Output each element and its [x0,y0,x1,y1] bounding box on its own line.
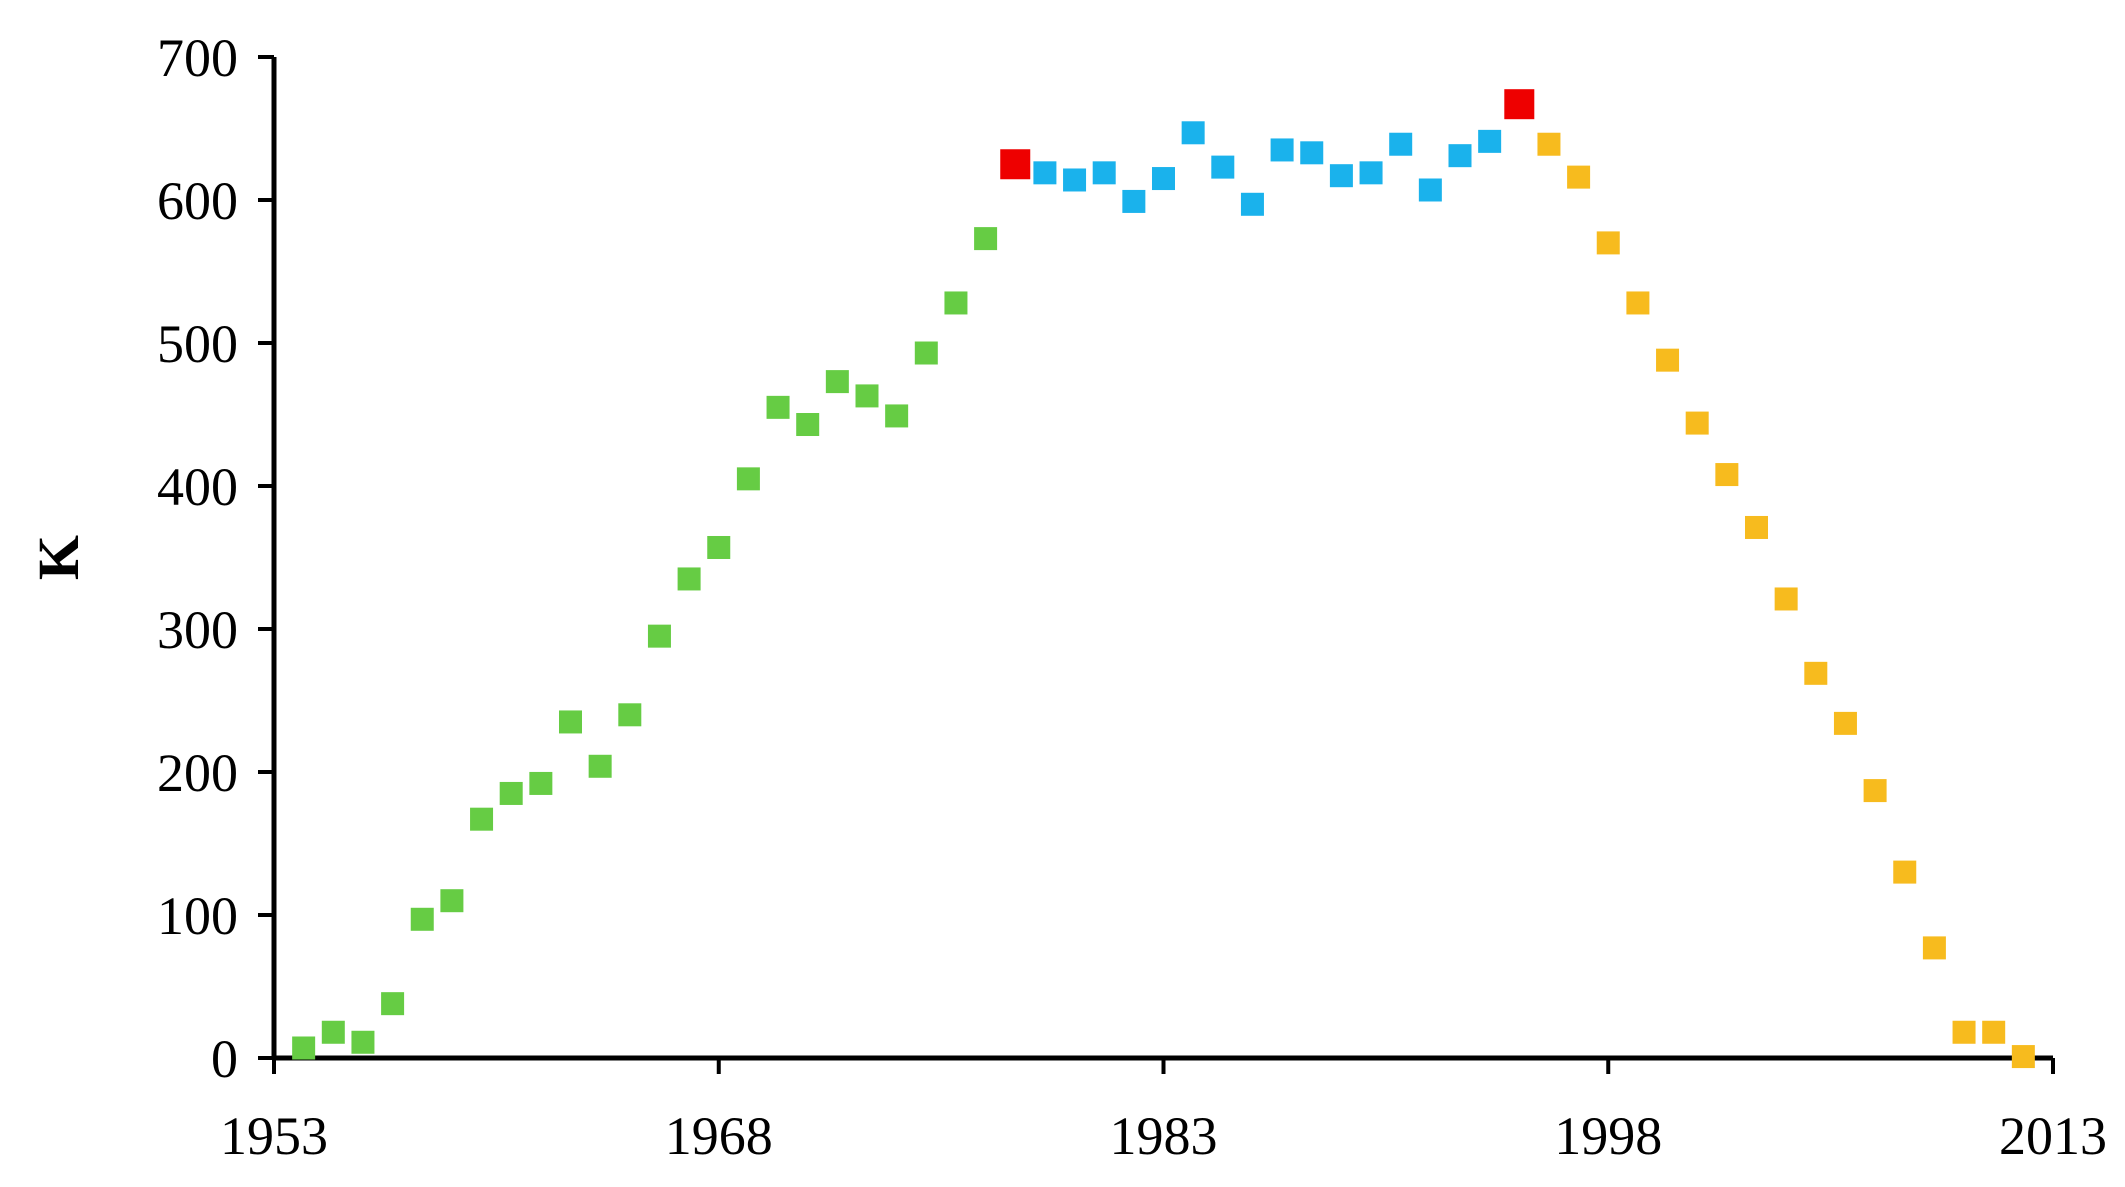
x-tick-label: 2013 [1999,1106,2107,1166]
data-point-series-4 [1804,661,1828,685]
y-tick-label: 100 [157,886,238,946]
data-point-series-1 [766,395,790,419]
y-tick-label: 500 [157,314,238,374]
data-point-series-1 [944,291,968,315]
data-point-series-4 [1537,132,1561,156]
data-point-series-2 [1000,149,1031,180]
data-point-series-3 [1092,161,1116,185]
data-point-series-3 [1270,138,1294,162]
data-point-series-4 [1952,1020,1976,1044]
y-tick-label: 200 [157,743,238,803]
data-point-series-1 [855,384,879,408]
data-point-series-4 [1893,860,1917,884]
data-points [292,89,2035,1069]
data-point-series-3 [1389,132,1413,156]
data-point-series-1 [529,771,553,795]
data-point-series-1 [736,467,760,491]
data-point-series-3 [1448,144,1472,168]
data-point-series-3 [1211,155,1235,179]
data-point-series-4 [1982,1020,2006,1044]
data-point-series-1 [321,1020,345,1044]
data-point-series-4 [1596,231,1620,255]
data-point-series-1 [351,1030,375,1054]
y-tick-label: 400 [157,457,238,517]
data-point-series-3 [1063,168,1087,192]
data-point-series-1 [677,567,701,591]
x-tick-label: 1953 [220,1106,328,1166]
data-point-series-4 [1833,711,1857,735]
data-point-series-3 [1359,161,1383,185]
data-point-series-1 [647,624,671,648]
x-tick-label: 1998 [1554,1106,1662,1166]
data-point-series-3 [1122,189,1146,213]
data-point-series-1 [885,404,909,428]
data-point-series-1 [559,710,582,734]
data-point-series-3 [1418,178,1442,202]
data-point-series-4 [1774,587,1798,611]
x-tick-label: 1983 [1110,1106,1218,1166]
data-point-series-3 [1033,161,1057,185]
data-point-series-3 [1181,121,1205,145]
data-point-series-1 [707,535,731,559]
data-point-series-1 [588,754,612,778]
data-point-series-1 [825,370,849,394]
data-point-series-2 [1504,89,1535,120]
data-point-series-4 [1745,515,1768,539]
data-point-series-1 [292,1036,316,1060]
y-tick-label: 300 [157,600,238,660]
y-axis-ticks: 0 100 200 300 400 500 600 700 [157,28,274,1089]
data-point-series-3 [1240,192,1264,216]
data-point-series-4 [1715,463,1739,487]
x-tick-label: 1968 [665,1106,773,1166]
data-point-series-1 [618,703,642,727]
y-axis-title: K [26,535,91,580]
data-point-series-4 [1626,291,1650,315]
data-point-series-4 [2011,1045,2035,1069]
data-point-series-1 [440,889,464,913]
data-point-series-3 [1478,129,1502,153]
data-point-series-3 [1152,167,1175,191]
x-axis-ticks: 1953 1968 1983 1998 2013 [220,1058,2107,1166]
data-point-series-1 [796,413,820,437]
data-point-series-4 [1656,348,1680,372]
y-tick-label: 0 [211,1029,238,1089]
data-point-series-1 [499,781,523,805]
data-point-series-1 [914,341,938,365]
data-point-series-1 [381,992,405,1016]
data-point-series-4 [1922,936,1946,960]
data-point-series-1 [470,807,494,831]
data-point-series-4 [1567,165,1591,189]
data-point-series-1 [410,907,434,931]
y-tick-label: 600 [157,171,238,231]
y-tick-label: 700 [157,28,238,88]
data-point-series-3 [1329,164,1353,188]
data-point-series-3 [1300,141,1324,165]
data-point-series-4 [1685,411,1709,435]
data-point-series-1 [974,227,998,251]
data-point-series-4 [1863,779,1887,803]
